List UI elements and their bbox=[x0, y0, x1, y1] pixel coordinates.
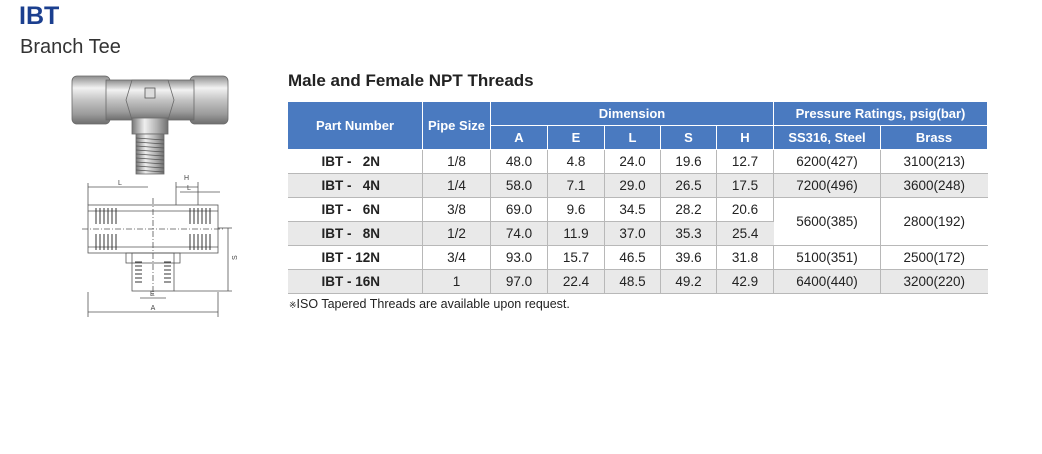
header-pipe-size: Pipe Size bbox=[422, 101, 491, 150]
header-dim-a: A bbox=[490, 125, 548, 150]
pressure-ss316: 5100(351) bbox=[773, 245, 881, 270]
dim-e: 7.1 bbox=[547, 173, 605, 198]
header-part-number: Part Number bbox=[287, 101, 423, 150]
dim-e: 4.8 bbox=[547, 149, 605, 174]
dim-s: 39.6 bbox=[660, 245, 717, 270]
dim-h: 42.9 bbox=[716, 269, 774, 294]
pressure-ss316: 7200(496) bbox=[773, 173, 881, 198]
dim-l: 34.5 bbox=[604, 197, 661, 222]
dim-s: 49.2 bbox=[660, 269, 717, 294]
dim-h: 25.4 bbox=[716, 221, 774, 246]
dimension-drawing: L H L S E A bbox=[82, 175, 239, 317]
note-mark: ※ bbox=[289, 300, 297, 310]
dim-e: 22.4 bbox=[547, 269, 605, 294]
pipe-size: 1/8 bbox=[422, 149, 491, 174]
header-brass: Brass bbox=[880, 125, 988, 150]
pressure-brass: 3100(213) bbox=[880, 149, 988, 174]
pipe-size: 1 bbox=[422, 269, 491, 294]
dim-h: 31.8 bbox=[716, 245, 774, 270]
table-row: IBT - 12N 3/4 93.0 15.7 46.5 39.6 31.8 5… bbox=[287, 245, 988, 270]
footnote: ※ISO Tapered Threads are available upon … bbox=[289, 297, 570, 311]
pressure-brass: 2800(192) bbox=[880, 197, 988, 246]
dim-a: 74.0 bbox=[490, 221, 548, 246]
header-dim-l: L bbox=[604, 125, 661, 150]
dim-a: 93.0 bbox=[490, 245, 548, 270]
header-dim-h: H bbox=[716, 125, 774, 150]
part-number: IBT - 2N bbox=[287, 149, 423, 174]
dim-a: 48.0 bbox=[490, 149, 548, 174]
dim-h: 20.6 bbox=[716, 197, 774, 222]
part-number: IBT - 4N bbox=[287, 173, 423, 198]
pipe-size: 1/2 bbox=[422, 221, 491, 246]
header-pressure: Pressure Ratings, psig(bar) bbox=[773, 101, 988, 126]
dim-l: 29.0 bbox=[604, 173, 661, 198]
dim-l: 48.5 bbox=[604, 269, 661, 294]
header-dimension: Dimension bbox=[490, 101, 774, 126]
product-name: Branch Tee bbox=[20, 36, 121, 58]
table-row: IBT - 4N 1/4 58.0 7.1 29.0 26.5 17.5 720… bbox=[287, 173, 988, 198]
pressure-ss316: 6200(427) bbox=[773, 149, 881, 174]
header-ss316-steel: SS316, Steel bbox=[773, 125, 881, 150]
pipe-size: 3/4 bbox=[422, 245, 491, 270]
footnote-text: ISO Tapered Threads are available upon r… bbox=[296, 297, 570, 311]
dim-label-h: H bbox=[184, 175, 189, 182]
dim-label-a: A bbox=[151, 305, 156, 312]
part-number: IBT - 16N bbox=[287, 269, 423, 294]
header-dim-s: S bbox=[660, 125, 717, 150]
dim-l: 46.5 bbox=[604, 245, 661, 270]
dim-h: 12.7 bbox=[716, 149, 774, 174]
dim-s: 26.5 bbox=[660, 173, 717, 198]
dim-e: 15.7 bbox=[547, 245, 605, 270]
dim-l: 24.0 bbox=[604, 149, 661, 174]
product-code: IBT bbox=[19, 2, 60, 30]
dim-h: 17.5 bbox=[716, 173, 774, 198]
pressure-brass: 3600(248) bbox=[880, 173, 988, 198]
dim-a: 97.0 bbox=[490, 269, 548, 294]
dim-s: 35.3 bbox=[660, 221, 717, 246]
pressure-brass: 3200(220) bbox=[880, 269, 988, 294]
dim-label-l-right: L bbox=[187, 185, 191, 192]
part-number: IBT - 8N bbox=[287, 221, 423, 246]
dim-e: 9.6 bbox=[547, 197, 605, 222]
dim-a: 69.0 bbox=[490, 197, 548, 222]
table-row: IBT - 6N 3/8 69.0 9.6 34.5 28.2 20.6 560… bbox=[287, 197, 988, 246]
dim-label-s: S bbox=[232, 255, 239, 260]
dim-label-e: E bbox=[150, 291, 155, 298]
pressure-ss316: 6400(440) bbox=[773, 269, 881, 294]
header-dim-e: E bbox=[547, 125, 605, 150]
part-number: IBT - 12N bbox=[287, 245, 423, 270]
dim-s: 28.2 bbox=[660, 197, 717, 222]
table-row: IBT - 16N 1 97.0 22.4 48.5 49.2 42.9 640… bbox=[287, 269, 988, 294]
dim-s: 19.6 bbox=[660, 149, 717, 174]
branch-tee-photo bbox=[71, 75, 229, 175]
table-row: IBT - 2N 1/8 48.0 4.8 24.0 19.6 12.7 620… bbox=[287, 149, 988, 174]
dim-label-l-top: L bbox=[118, 180, 122, 187]
dim-e: 11.9 bbox=[547, 221, 605, 246]
dim-l: 37.0 bbox=[604, 221, 661, 246]
dim-a: 58.0 bbox=[490, 173, 548, 198]
pressure-ss316: 5600(385) bbox=[773, 197, 881, 246]
pipe-size: 3/8 bbox=[422, 197, 491, 222]
table-title: Male and Female NPT Threads bbox=[288, 71, 534, 90]
table-row: IBT - 8N 1/2 74.0 11.9 37.0 35.3 25.4 bbox=[287, 221, 988, 246]
pressure-brass: 2500(172) bbox=[880, 245, 988, 270]
specification-table: Part Number Pipe Size Dimension Pressure… bbox=[287, 101, 988, 294]
part-number: IBT - 6N bbox=[287, 197, 423, 222]
pipe-size: 1/4 bbox=[422, 173, 491, 198]
